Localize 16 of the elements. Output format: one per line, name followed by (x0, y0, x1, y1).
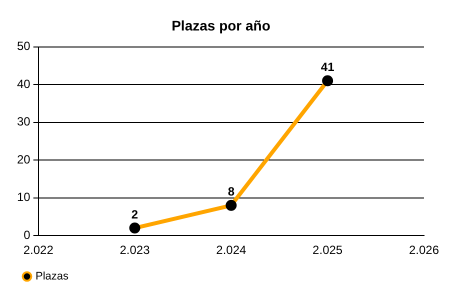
y-tick-label: 40 (16, 76, 31, 91)
y-tick-label: 50 (16, 39, 31, 54)
x-tick-label: 2.025 (312, 243, 343, 258)
y-tick-label: 10 (16, 190, 31, 204)
data-label: 41 (320, 60, 335, 74)
x-tick-label: 2.026 (408, 243, 440, 258)
x-tick-label: 2.024 (216, 243, 247, 258)
data-label: 2 (131, 207, 138, 222)
legend-label: Plazas (36, 270, 70, 283)
y-tick-label: 20 (16, 152, 31, 166)
y-tick-label: 0 (24, 228, 31, 242)
data-label: 8 (228, 184, 235, 199)
y-tick-label: 30 (16, 114, 31, 129)
chart-title: Plazas por año (172, 17, 270, 34)
x-tick-label: 2.022 (23, 243, 54, 258)
x-tick-label: 2.023 (120, 243, 150, 258)
